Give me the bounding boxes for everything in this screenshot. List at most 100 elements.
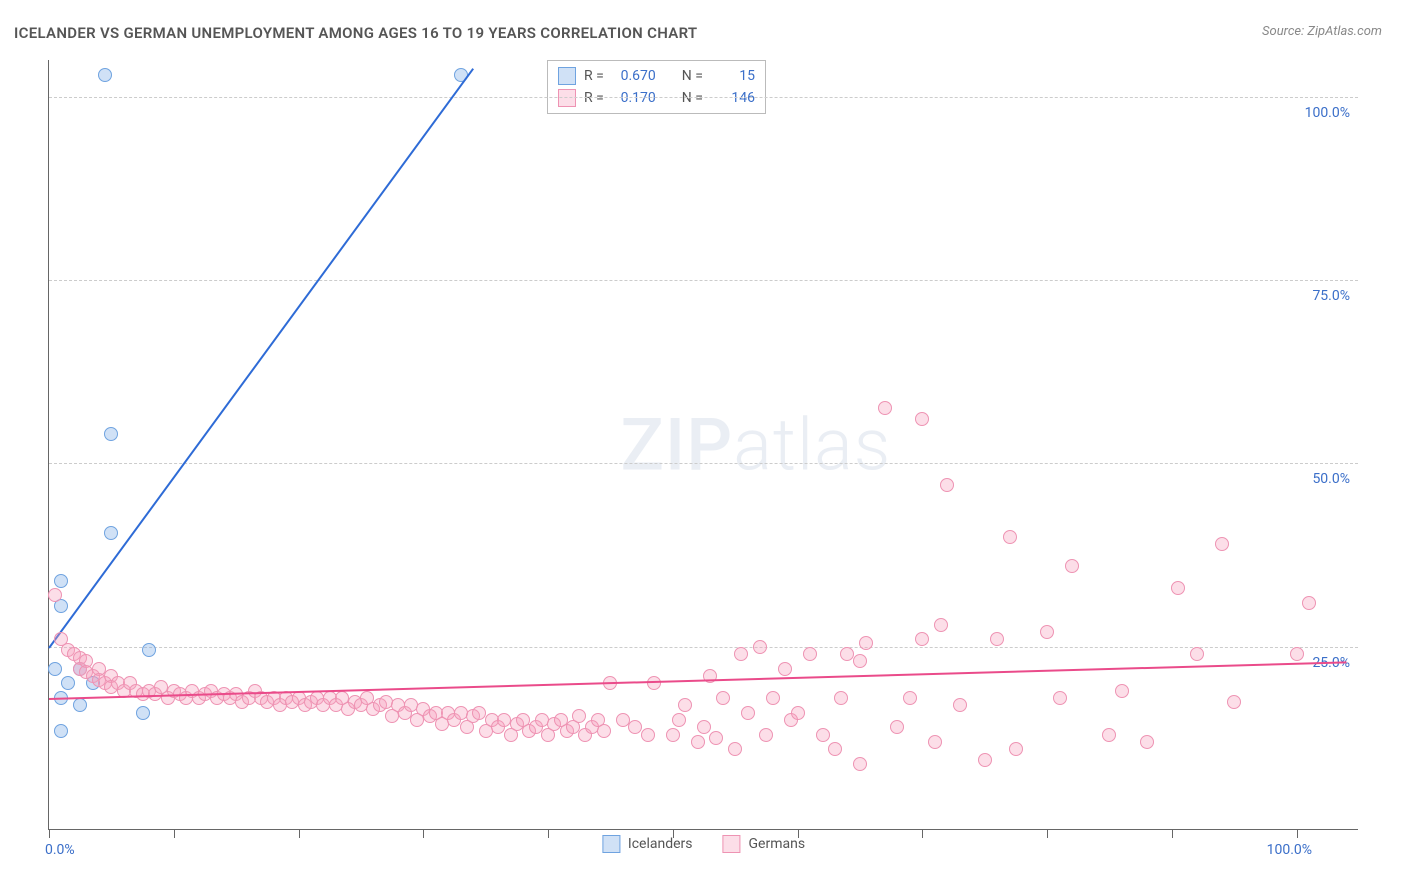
watermark-atlas: atlas	[733, 402, 891, 487]
scatter-point-germans	[728, 742, 742, 756]
stats-box: R = 0.670 N = 15 R = 0.170 N = 146	[547, 60, 766, 114]
scatter-point-germans	[803, 647, 817, 661]
scatter-point-germans	[978, 753, 992, 767]
scatter-point-germans	[878, 401, 892, 415]
chart-source: Source: ZipAtlas.com	[1262, 24, 1382, 39]
scatter-point-germans	[915, 632, 929, 646]
scatter-point-icelanders	[142, 643, 156, 657]
n-label: N =	[682, 68, 703, 84]
scatter-point-germans	[766, 691, 780, 705]
scatter-point-germans	[828, 742, 842, 756]
scatter-point-germans	[1290, 647, 1304, 661]
scatter-point-germans	[1215, 537, 1229, 551]
scatter-point-germans	[934, 618, 948, 632]
scatter-point-germans	[759, 728, 773, 742]
scatter-point-germans	[1190, 647, 1204, 661]
x-tick	[1172, 830, 1173, 838]
n-value-germans: 146	[711, 90, 755, 106]
x-tick	[1047, 830, 1048, 838]
scatter-point-germans	[734, 647, 748, 661]
r-label: R =	[584, 68, 604, 84]
scatter-point-germans	[1009, 742, 1023, 756]
stats-row-germans: R = 0.170 N = 146	[558, 87, 755, 109]
scatter-point-germans	[859, 636, 873, 650]
scatter-point-germans	[753, 640, 767, 654]
x-tick	[299, 830, 300, 838]
x-tick	[673, 830, 674, 838]
scatter-point-germans	[641, 728, 655, 742]
scatter-point-germans	[990, 632, 1004, 646]
x-tick	[49, 830, 50, 838]
y-tick-label: 50.0%	[1312, 471, 1350, 487]
scatter-point-germans	[834, 691, 848, 705]
scatter-point-germans	[1065, 559, 1079, 573]
legend-swatch-icelanders	[602, 835, 620, 853]
scatter-point-germans	[1040, 625, 1054, 639]
swatch-icelanders	[558, 67, 576, 85]
legend-label-germans: Germans	[749, 836, 806, 852]
scatter-point-germans	[915, 412, 929, 426]
gridline	[49, 97, 1358, 98]
scatter-point-germans	[1053, 691, 1067, 705]
r-value-icelanders: 0.670	[612, 68, 656, 84]
scatter-point-germans	[709, 731, 723, 745]
scatter-point-germans	[940, 478, 954, 492]
scatter-point-germans	[1171, 581, 1185, 595]
scatter-point-germans	[572, 709, 586, 723]
scatter-point-icelanders	[73, 698, 87, 712]
scatter-point-germans	[853, 654, 867, 668]
x-tick	[174, 830, 175, 838]
scatter-point-germans	[1227, 695, 1241, 709]
x-tick	[548, 830, 549, 838]
x-tick	[423, 830, 424, 838]
scatter-point-icelanders	[104, 526, 118, 540]
legend-item-germans: Germans	[723, 835, 806, 853]
scatter-point-germans	[928, 735, 942, 749]
scatter-point-germans	[1003, 530, 1017, 544]
scatter-point-icelanders	[48, 662, 62, 676]
scatter-point-icelanders	[136, 706, 150, 720]
scatter-point-icelanders	[104, 427, 118, 441]
scatter-point-icelanders	[54, 724, 68, 738]
n-value-icelanders: 15	[711, 68, 755, 84]
regression-line-icelanders	[48, 68, 474, 649]
scatter-point-germans	[697, 720, 711, 734]
legend-item-icelanders: Icelanders	[602, 835, 693, 853]
scatter-point-germans	[716, 691, 730, 705]
scatter-point-germans	[666, 728, 680, 742]
scatter-point-germans	[890, 720, 904, 734]
scatter-point-icelanders	[98, 68, 112, 82]
scatter-point-germans	[903, 691, 917, 705]
scatter-point-germans	[597, 724, 611, 738]
scatter-point-icelanders	[54, 574, 68, 588]
scatter-point-germans	[678, 698, 692, 712]
regression-line-germans	[49, 661, 1347, 700]
legend-label-icelanders: Icelanders	[628, 836, 693, 852]
legend-swatch-germans	[723, 835, 741, 853]
scatter-point-germans	[672, 713, 686, 727]
y-tick-label: 75.0%	[1312, 288, 1350, 304]
scatter-point-germans	[791, 706, 805, 720]
scatter-point-germans	[1115, 684, 1129, 698]
scatter-point-germans	[1140, 735, 1154, 749]
x-tick	[1297, 830, 1298, 838]
scatter-point-germans	[853, 757, 867, 771]
r-label: R =	[584, 90, 604, 106]
x-tick-label: 100.0%	[1267, 842, 1312, 858]
watermark-zip: ZIP	[620, 402, 733, 487]
plot-area: Unemployment Among Ages 16 to 19 years Z…	[48, 60, 1358, 830]
scatter-point-germans	[691, 735, 705, 749]
gridline	[49, 280, 1358, 281]
swatch-germans	[558, 89, 576, 107]
chart-title: ICELANDER VS GERMAN UNEMPLOYMENT AMONG A…	[14, 24, 697, 42]
gridline	[49, 647, 1358, 648]
scatter-point-germans	[741, 706, 755, 720]
n-label: N =	[682, 90, 703, 106]
scatter-point-germans	[1102, 728, 1116, 742]
y-tick-label: 100.0%	[1305, 105, 1350, 121]
x-tick	[922, 830, 923, 838]
scatter-point-germans	[778, 662, 792, 676]
stats-row-icelanders: R = 0.670 N = 15	[558, 65, 755, 87]
scatter-point-germans	[1302, 596, 1316, 610]
gridline	[49, 463, 1358, 464]
